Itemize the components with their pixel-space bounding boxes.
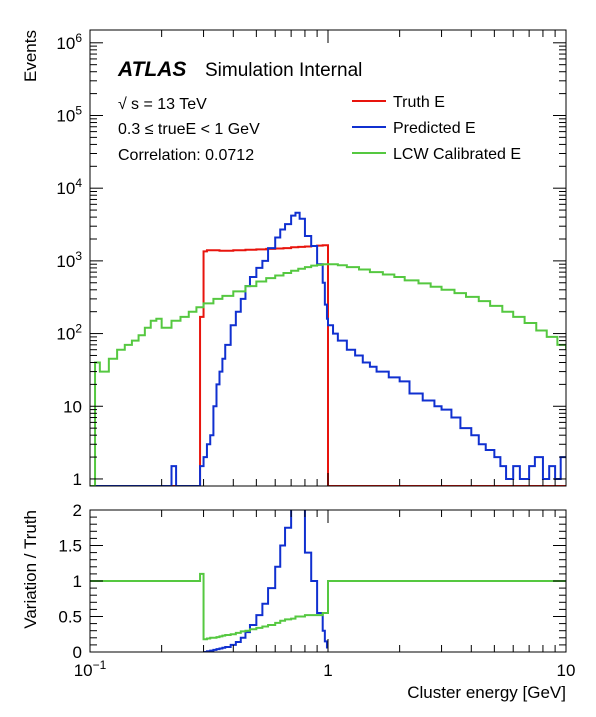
legend: Truth E Predicted E LCW Calibrated E	[352, 94, 521, 163]
ratio-y-ticks: 0 0.5 1 1.5 2	[58, 501, 566, 662]
main-y-tick-label: 103	[56, 249, 82, 271]
ratio-y-tick-label: 1.5	[58, 537, 82, 556]
ratio-series-layer	[90, 510, 566, 652]
ratio-y-tick-label: 0	[73, 643, 82, 662]
main-series-lcw-calibrated-e	[90, 263, 566, 486]
ratio-y-tick-label: 0.5	[58, 608, 82, 627]
ratio-y-tick-label: 1	[73, 572, 82, 591]
main-y-tick-label: 102	[56, 322, 82, 344]
main-x-ticks	[89, 30, 567, 486]
status-label: Simulation Internal	[205, 60, 362, 81]
main-y-tick-label: 104	[56, 176, 82, 198]
ratio-series-lcw-calibrated-e	[90, 572, 566, 641]
ratio-series-predicted-e	[203, 510, 328, 652]
energy-label: s = 13 TeV	[131, 96, 207, 113]
energy-sqrt-glyph: √	[118, 96, 127, 113]
x-axis-label: Cluster energy [GeV]	[407, 683, 566, 702]
main-y-tick-label: 106	[56, 31, 82, 53]
ratio-y-tick-label: 2	[73, 501, 82, 520]
correlation-label: Correlation: 0.0712	[118, 147, 254, 164]
ratio-y-axis-label: Variation / Truth	[21, 510, 40, 629]
main-y-tick-label: 10	[63, 397, 82, 416]
main-y-tick-label: 1	[73, 470, 82, 489]
x-tick-label: 10−1	[74, 658, 107, 680]
ratio-x-ticks: 10−1 1 10	[74, 510, 576, 680]
main-series-layer	[90, 211, 566, 486]
legend-label-lcw: LCW Calibrated E	[393, 146, 521, 163]
x-tick-label: 10	[557, 661, 576, 680]
main-y-ticks: 1 10 102 103 104 105 106	[56, 31, 566, 489]
main-y-axis-label: Events	[21, 30, 40, 82]
legend-label-predicted: Predicted E	[393, 120, 476, 137]
x-tick-label: 1	[323, 661, 332, 680]
main-panel: 1 10 102 103 104 105 106 Events ATLAS Simulati…	[21, 29, 567, 489]
atlas-label: ATLAS	[117, 58, 186, 81]
range-label: 0.3 ≤ trueE < 1 GeV	[118, 121, 260, 138]
ratio-panel: 10−1 1 10 0 0.5 1 1.5 2 Variation / Truth Clus…	[21, 501, 576, 702]
legend-label-truth: Truth E	[393, 94, 445, 111]
main-y-tick-label: 105	[56, 103, 82, 125]
main-series-predicted-e	[90, 211, 566, 486]
